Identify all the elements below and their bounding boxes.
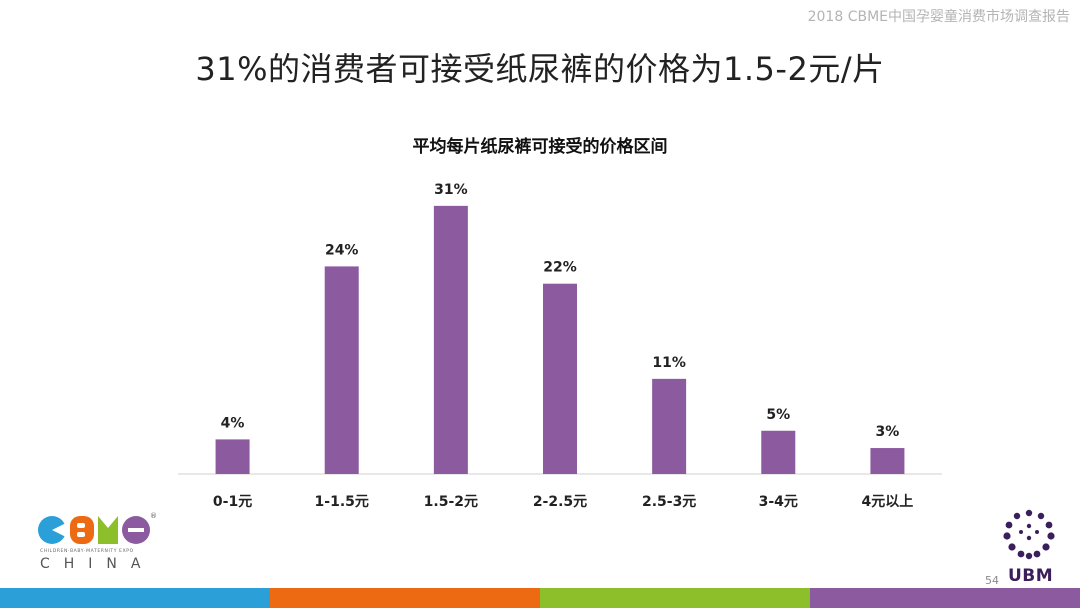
cbme-logo-b [70, 516, 94, 544]
slide-title: 31%的消费者可接受纸尿裤的价格为1.5-2元/片 [195, 50, 885, 88]
cbme-logo-subtitle: CHILDREN·BABY·MATERNITY EXPO [40, 549, 134, 554]
data-label-5: 5% [766, 407, 790, 423]
bar-4 [652, 378, 687, 474]
x-tick-label-6: 4元以上 [862, 494, 914, 510]
x-tick-label-1: 1-1.5元 [315, 494, 369, 510]
report-caption: 2018 CBME中国孕婴童消费市场调查报告 [807, 9, 1070, 25]
x-tick-label-2: 1.5-2元 [424, 494, 478, 510]
data-label-0: 4% [221, 415, 245, 431]
bar-2 [433, 205, 468, 474]
chart-title: 平均每片纸尿裤可接受的价格区间 [412, 137, 668, 157]
data-label-2: 31% [434, 182, 468, 198]
cbme-logo-m [98, 516, 118, 544]
cbme-logo-country: CHINA [40, 556, 155, 572]
strip-segment-blue [0, 588, 270, 608]
bar-0 [215, 439, 250, 474]
strip-segment-green [540, 588, 810, 608]
bar-6 [870, 448, 905, 474]
ubm-logo-text: UBM [1008, 566, 1054, 586]
strip-segment-orange [270, 588, 540, 608]
registered-mark: ® [150, 512, 157, 520]
bar-5 [761, 430, 796, 474]
data-label-1: 24% [325, 242, 359, 258]
page-number: 54 [985, 574, 999, 587]
bar-3 [543, 283, 577, 474]
cbme-logo [38, 516, 150, 544]
strip-segment-purple [810, 588, 1080, 608]
x-tick-label-0: 0-1元 [213, 494, 252, 510]
bar-1 [324, 266, 359, 474]
x-tick-label-5: 3-4元 [759, 494, 798, 510]
data-label-4: 11% [652, 355, 686, 371]
x-tick-label-3: 2-2.5元 [533, 494, 587, 510]
data-label-6: 3% [876, 424, 900, 440]
x-tick-label-4: 2.5-3元 [642, 494, 696, 510]
data-label-3: 22% [543, 260, 577, 276]
bar-chart: 4% 0-1元 24% 1-1.5元 31% 1.5-2元 22% 2-2.5元 11% 2.5-… [178, 182, 942, 510]
ubm-logo-mark [1003, 509, 1055, 560]
